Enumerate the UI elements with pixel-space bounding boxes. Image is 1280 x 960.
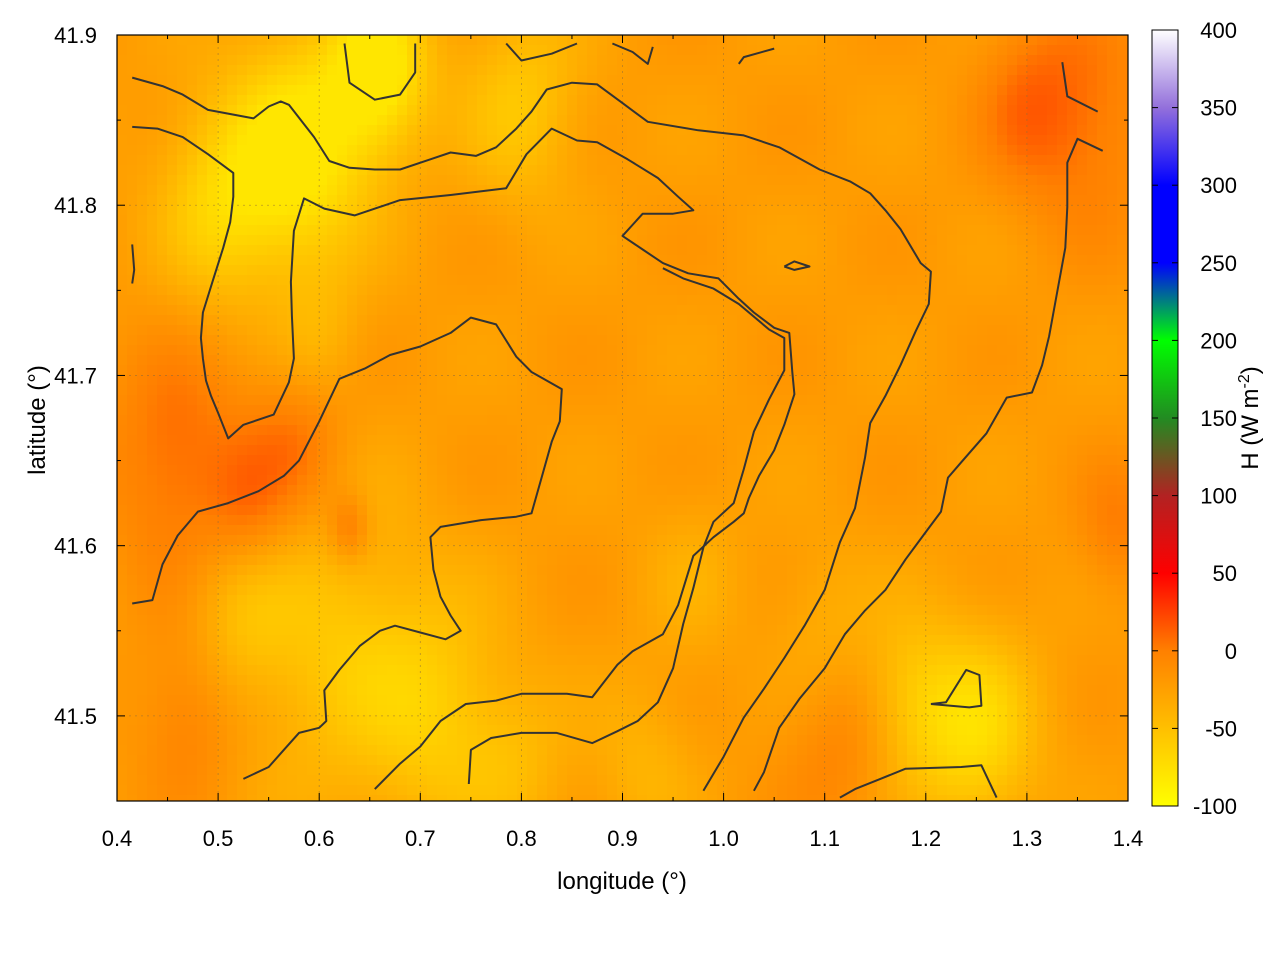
x-tick-label: 0.8 xyxy=(506,826,537,851)
contour-line xyxy=(930,668,983,709)
colorbar-tick-label: 250 xyxy=(1200,251,1237,276)
colorbar-tick-label: 0 xyxy=(1225,639,1237,664)
y-tick-label: 41.9 xyxy=(54,23,97,48)
contour-line xyxy=(131,244,136,284)
contour-line xyxy=(467,267,786,785)
contour-line xyxy=(505,42,578,62)
x-tick-label: 0.5 xyxy=(203,826,234,851)
colorbar-tick-label: -50 xyxy=(1205,716,1237,741)
x-tick-label: 0.9 xyxy=(607,826,638,851)
contour-line xyxy=(612,42,654,65)
y-tick-labels: 41.5 41.6 41.7 41.8 41.9 xyxy=(54,23,97,729)
colorbar-tick-label: 100 xyxy=(1200,484,1237,509)
contour-line xyxy=(1061,62,1099,113)
x-tick-label: 0.4 xyxy=(102,826,133,851)
colorbar-tick-label: 300 xyxy=(1200,173,1237,198)
y-tick-label: 41.8 xyxy=(54,193,97,218)
y-tick-label: 41.7 xyxy=(54,363,97,388)
heatmap-field xyxy=(117,35,1128,801)
axis-ticks xyxy=(116,34,1129,802)
contour-line xyxy=(132,125,796,790)
x-tick-label: 1.2 xyxy=(911,826,942,851)
colorbar-label: H (W m-2) xyxy=(1236,366,1264,470)
x-tick-label: 0.7 xyxy=(405,826,436,851)
x-tick-label: 1.1 xyxy=(809,826,840,851)
colorbar-ticks xyxy=(1152,29,1178,807)
x-axis-label: longitude (°) xyxy=(557,868,687,895)
colorbar-tick-label: 150 xyxy=(1200,406,1237,431)
contour-line xyxy=(131,76,932,792)
colorbar-tick-label: -100 xyxy=(1193,794,1237,819)
contour-lines xyxy=(131,42,1104,799)
x-tick-labels: 0.4 0.5 0.6 0.7 0.8 0.9 1.0 1.1 1.2 1.3 1.4 xyxy=(102,826,1144,851)
x-tick-label: 1.3 xyxy=(1012,826,1043,851)
y-tick-label: 41.5 xyxy=(54,704,97,729)
contour-line xyxy=(753,137,1104,792)
x-tick-label: 1.4 xyxy=(1113,826,1144,851)
colorbar-tick-label: 200 xyxy=(1200,328,1237,353)
colorbar-tick-label: 350 xyxy=(1200,96,1237,121)
contour-line xyxy=(783,260,811,271)
x-tick-label: 1.0 xyxy=(708,826,739,851)
y-tick-label: 41.6 xyxy=(54,534,97,559)
colorbar-tick-label: 50 xyxy=(1213,561,1237,586)
contour-line xyxy=(839,764,998,799)
colorbar-tick-labels: -100 -50 0 50 100 150 200 250 300 350 400 xyxy=(1193,18,1237,819)
colorbar-tick-label: 400 xyxy=(1200,18,1237,43)
y-axis-label: latitude (°) xyxy=(24,365,51,475)
contour-line xyxy=(132,316,563,780)
contour-line xyxy=(343,43,417,101)
contour-line xyxy=(737,47,775,65)
x-tick-label: 0.6 xyxy=(304,826,335,851)
